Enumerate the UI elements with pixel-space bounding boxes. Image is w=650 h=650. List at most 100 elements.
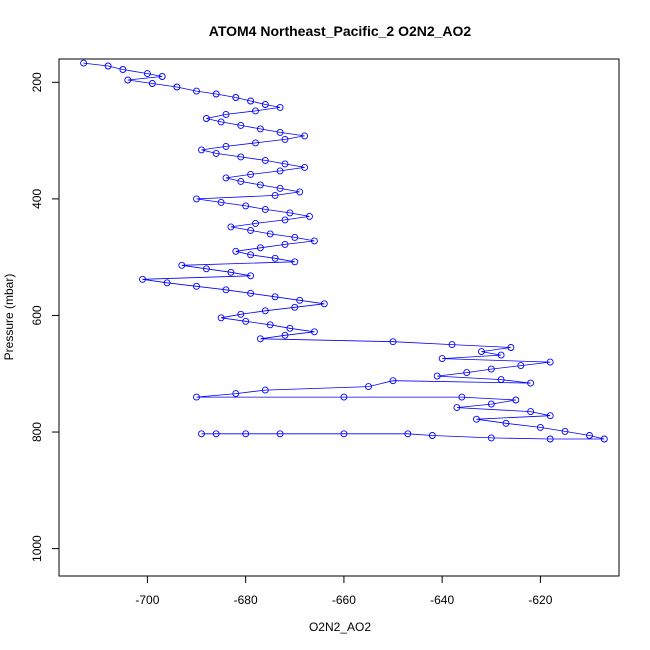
y-tick-label: 200 [30,72,44,92]
data-point [453,404,461,412]
data-point [428,432,436,439]
data-point [389,338,397,346]
y-axis-label: Pressure (mbar) [2,274,16,361]
x-tick-label: -700 [135,593,159,607]
data-point [242,430,250,438]
plot-frame [58,58,620,577]
data-point [286,324,294,332]
data-point [247,226,255,234]
data-point [340,393,348,401]
data-point [276,430,284,438]
data-point [217,314,225,322]
data-point [497,376,505,384]
data-point [291,233,299,241]
data-point [546,412,554,420]
data-point [261,386,269,394]
data-point [247,289,255,297]
data-point [232,94,240,101]
data-point [320,300,328,308]
data-point [586,432,593,439]
data-point [252,107,259,115]
data-point [124,76,132,84]
data-point [193,195,200,203]
data-point [222,142,230,150]
data-point [527,408,535,416]
data-point [286,209,294,217]
data-point [433,372,441,380]
data-point [487,365,495,373]
data-point [212,430,220,438]
data-point [247,97,255,105]
data-point [276,167,284,175]
data-point [242,317,250,325]
data-point [306,212,313,220]
data-point [448,341,456,349]
data-point [222,174,230,182]
data-point [198,146,205,154]
data-point [536,423,544,431]
data-point [497,351,505,359]
data-point [310,328,318,336]
data-point [281,331,289,339]
data-point [222,286,230,294]
data-point [266,230,274,238]
data-point [502,419,510,427]
data-point [217,118,225,126]
data-point [261,101,269,108]
y-tick-label: 400 [30,189,44,209]
x-tick-label: -680 [234,593,258,607]
x-axis: -700 -680 -660 -640 -620 [135,575,553,607]
data-point [478,348,485,356]
data-point [271,254,279,262]
data-point [301,163,309,171]
data-point [212,149,220,157]
data-point [271,191,279,199]
data-point [252,139,259,147]
data-point [281,135,289,143]
data-point [266,321,274,329]
data-point [237,310,245,318]
data-point [143,70,151,78]
data-point [404,430,412,438]
data-point [261,205,269,213]
data-point [473,415,480,423]
data-point [178,261,186,269]
data-point [247,272,255,280]
data-point [276,128,284,136]
data-point [237,153,245,161]
data-point [600,435,608,443]
data-point [546,435,554,443]
x-tick-label: -620 [528,593,552,607]
data-point [507,344,515,351]
data-point [517,362,525,370]
data-point [232,247,240,255]
data-point [458,393,466,401]
data-point [296,296,304,304]
data-point [163,279,171,287]
data-point [173,83,181,91]
y-tick-label: 1000 [30,535,44,562]
data-point [261,156,269,164]
data-point [198,430,205,438]
data-point [139,275,146,283]
data-point [158,73,166,80]
chart-title: ATOM4 Northeast_Pacific_2 O2N2_AO2 [209,23,472,39]
data-point [247,251,255,259]
x-axis-label: O2N2_AO2 [309,620,371,634]
data-point [202,115,210,122]
data-point [281,160,289,168]
data-point [276,103,284,111]
data-point [227,223,235,231]
data-point [301,132,309,140]
y-tick-label: 600 [30,305,44,325]
data-point [340,430,348,438]
data-point [281,216,289,224]
data-point [291,258,299,266]
data-point [310,237,318,245]
data-point [389,377,397,385]
data-point [193,393,200,401]
data-point [438,355,446,363]
x-tick-label: -640 [430,593,454,607]
series-line [83,62,605,440]
